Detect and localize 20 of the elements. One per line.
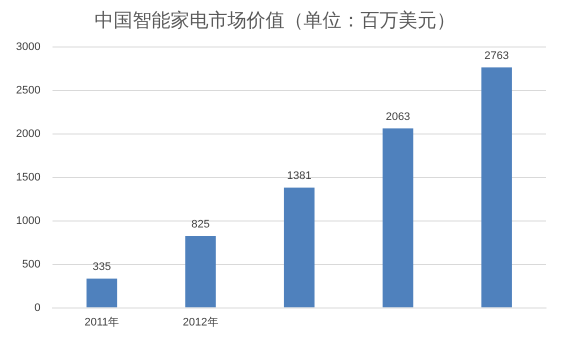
x-tick-label: 2012年 xyxy=(182,316,218,328)
bar xyxy=(481,67,512,308)
data-label: 2063 xyxy=(386,110,410,123)
y-tick-label: 1500 xyxy=(16,171,40,184)
y-tick-label: 2000 xyxy=(16,128,40,140)
chart-title: 中国智能家电市场价值（单位：百万美元） xyxy=(94,10,456,32)
y-tick-label: 1000 xyxy=(16,214,40,227)
x-tick-label: 2011年 xyxy=(84,316,120,328)
data-label: 335 xyxy=(92,261,112,274)
bar xyxy=(284,188,315,308)
data-label: 2763 xyxy=(484,50,509,62)
y-tick-label: 500 xyxy=(22,258,40,270)
y-tick-label: 0 xyxy=(34,302,40,314)
bar xyxy=(382,128,414,308)
bar xyxy=(185,236,216,308)
y-tick-label: 3000 xyxy=(16,40,40,53)
bar xyxy=(86,278,118,308)
data-label: 1381 xyxy=(286,170,312,182)
data-label: 825 xyxy=(191,218,210,231)
y-tick-label: 2500 xyxy=(16,84,40,96)
